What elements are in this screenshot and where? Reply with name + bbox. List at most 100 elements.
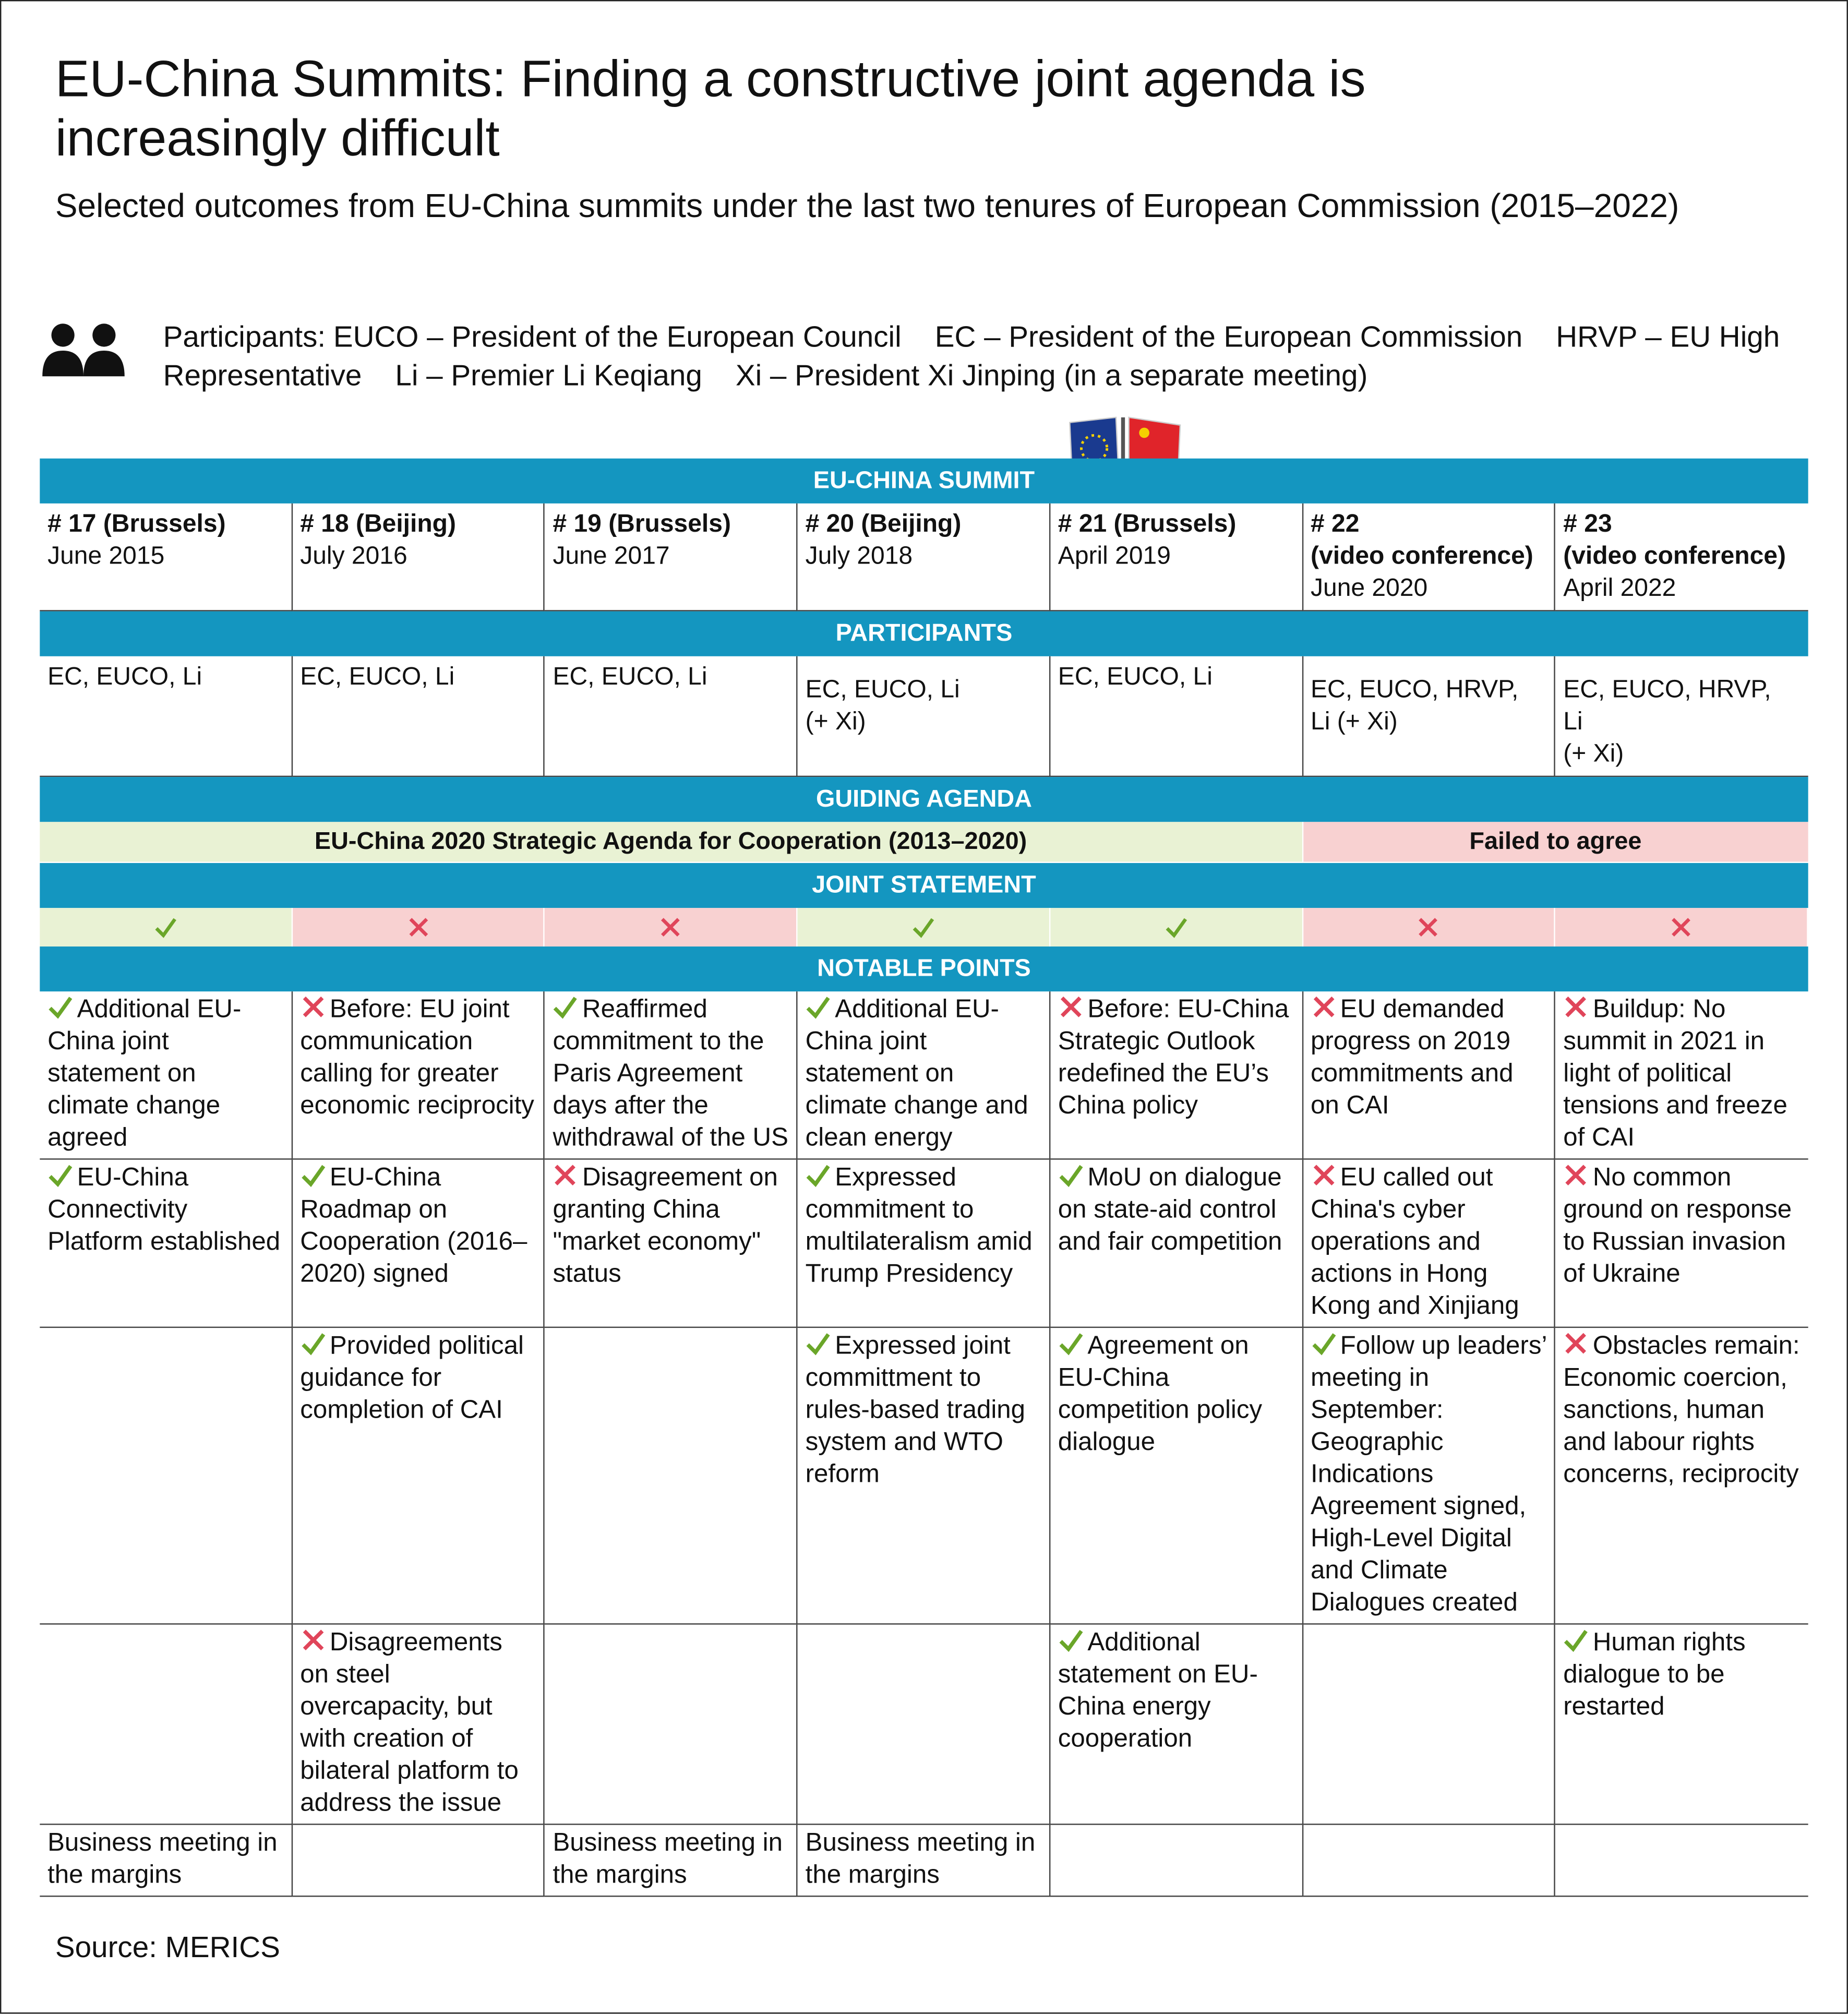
check-icon xyxy=(1564,1629,1588,1652)
section-bar: EU-CHINA SUMMIT xyxy=(40,458,1808,504)
check-icon xyxy=(1165,918,1187,938)
notable-cell: No common ground on response to Russian … xyxy=(1555,1160,1808,1328)
summit-number: # 20 (Beijing) xyxy=(805,510,962,538)
notable-cell: Agreement on EU-China competition policy… xyxy=(1050,1328,1303,1625)
notable-cell: Additional EU-China joint statement on c… xyxy=(797,991,1051,1160)
notable-cell: Additional statement on EU-China energy … xyxy=(1050,1624,1303,1825)
joint-statement-cell xyxy=(1555,908,1808,947)
summit-cell: # 21 (Brussels) April 2019 xyxy=(1050,503,1303,612)
legend-item: Li – Premier Li Keqiang xyxy=(395,358,702,392)
notable-cell: Expressed commitment to multilateralism … xyxy=(797,1159,1051,1328)
cross-icon xyxy=(1565,996,1587,1017)
notable-text: EU demanded progress on 2019 commitments… xyxy=(1311,995,1514,1120)
cross-icon xyxy=(303,996,323,1017)
section-bar: GUIDING AGENDA xyxy=(40,777,1808,822)
notable-text: Additional EU-China joint statement on c… xyxy=(47,995,242,1152)
notable-cell: Buildup: No summit in 2021 in light of p… xyxy=(1555,991,1808,1160)
legend-item: Xi – President Xi Jinping (in a separate… xyxy=(735,358,1368,392)
cross-icon xyxy=(555,1165,576,1186)
notable-cell: EU-China Connectivity Platform establish… xyxy=(40,1159,293,1328)
notable-text: Disagreement on granting China "market e… xyxy=(553,1164,778,1288)
notable-text: Additional EU-China joint statement on c… xyxy=(805,995,1028,1152)
summit-cell: # 22 (video conference) June 2020 xyxy=(1303,503,1556,612)
notable-cell xyxy=(40,1328,293,1625)
notable-cell xyxy=(40,1624,293,1825)
source: Source: MERICS xyxy=(55,1930,280,1964)
notable-cell xyxy=(1303,1624,1556,1825)
notable-cell: Business meeting in the margins xyxy=(797,1825,1051,1897)
participants-cell: EC, EUCO, Li xyxy=(1050,656,1303,777)
cross-icon xyxy=(1672,918,1691,937)
summit-table: EU-CHINA SUMMIT # 17 (Brussels) June 2015 #… xyxy=(40,458,1808,1897)
notable-text: Additional statement on EU-China energy … xyxy=(1058,1628,1258,1753)
summit-number: # 21 (Brussels) xyxy=(1058,510,1237,538)
cross-icon xyxy=(409,918,428,937)
notable-text: Provided political guidance for completi… xyxy=(300,1332,524,1424)
notable-cell xyxy=(1303,1825,1556,1897)
notable-cell: Provided political guidance for completi… xyxy=(292,1328,545,1625)
notable-text: Disagreements on steel overcapacity, but… xyxy=(300,1628,519,1817)
participants-cell: EC, EUCO, Li xyxy=(545,656,798,777)
cross-icon xyxy=(1060,996,1082,1017)
notable-text: Business meeting in the margins xyxy=(805,1829,1036,1889)
notable-cell: Disagreements on steel overcapacity, but… xyxy=(292,1624,545,1825)
check-icon xyxy=(913,918,934,938)
joint-statement-cell xyxy=(1303,908,1556,947)
summit-date: June 2020 xyxy=(1311,574,1428,603)
check-icon xyxy=(806,1333,830,1356)
summit-cell: # 23 (video conference) April 2022 xyxy=(1555,504,1808,612)
notable-text: Agreement on EU-China competition policy… xyxy=(1058,1332,1263,1457)
notable-text: Buildup: No summit in 2021 in light of p… xyxy=(1563,995,1787,1152)
participants-cell: EC, EUCO, Li xyxy=(40,656,293,777)
joint-statement-cell xyxy=(797,908,1051,947)
summit-cell: # 17 (Brussels) June 2015 xyxy=(40,503,293,612)
summit-number: # 18 (Beijing) xyxy=(300,510,456,538)
section-bar: PARTICIPANTS xyxy=(40,611,1808,656)
notable-text: Expressed joint committment to rules-bas… xyxy=(805,1332,1026,1489)
cross-icon xyxy=(1565,1333,1587,1354)
check-icon xyxy=(1312,1333,1336,1356)
notable-text: EU-China Roadmap on Cooperation (2016–20… xyxy=(300,1164,527,1288)
notable-cell: EU called out China's cyber operations a… xyxy=(1303,1159,1556,1328)
check-icon xyxy=(301,1333,325,1356)
cross-icon xyxy=(1565,1165,1587,1186)
check-icon xyxy=(1059,1629,1083,1652)
check-icon xyxy=(49,1165,73,1188)
notable-text: Expressed commitment to multilateralism … xyxy=(805,1164,1033,1288)
summit-date: June 2017 xyxy=(553,542,670,570)
summit-number: # 22 (video conference) xyxy=(1311,510,1533,570)
cross-icon xyxy=(303,1629,323,1651)
summit-date: June 2015 xyxy=(47,542,165,570)
notable-text: Business meeting in the margins xyxy=(47,1829,278,1889)
check-icon xyxy=(49,997,73,1019)
notable-text: Before: EU joint communication calling f… xyxy=(300,995,534,1120)
joint-statement-cell xyxy=(292,908,545,947)
joint-statement-cell xyxy=(1050,908,1303,947)
legend-item: EUCO – President of the European Council xyxy=(333,319,902,353)
summit-number: # 19 (Brussels) xyxy=(553,510,731,538)
notable-text: EU called out China's cyber operations a… xyxy=(1311,1164,1519,1321)
notable-text: EU-China Connectivity Platform establish… xyxy=(47,1164,281,1256)
people-icon xyxy=(42,323,125,377)
agenda-cell: EU-China 2020 Strategic Agenda for Coope… xyxy=(40,822,1303,864)
summit-cell: # 20 (Beijing) July 2018 xyxy=(797,503,1051,612)
agenda-cell: Failed to agree xyxy=(1303,822,1808,864)
notable-text: Human rights dialogue to be restarted xyxy=(1563,1628,1746,1721)
summit-date: July 2016 xyxy=(300,542,407,570)
notable-text: Before: EU-China Strategic Outlook redef… xyxy=(1058,995,1289,1120)
check-icon xyxy=(1059,1165,1083,1188)
check-icon xyxy=(155,918,176,938)
summit-cell: # 19 (Brussels) June 2017 xyxy=(545,503,798,612)
notable-cell: Before: EU joint communication calling f… xyxy=(292,991,545,1160)
participants-cell: EC, EUCO, HRVP, Li (+ Xi) xyxy=(1555,656,1808,777)
notable-cell xyxy=(292,1825,545,1897)
notable-cell xyxy=(1555,1825,1808,1897)
notable-cell: Follow up leaders’ meeting in September:… xyxy=(1303,1328,1556,1625)
participants-cell: EC, EUCO, HRVP, Li (+ Xi) xyxy=(1303,656,1556,777)
summit-cell: # 18 (Beijing) July 2016 xyxy=(292,503,545,612)
notable-cell: Reaffirmed commitment to the Paris Agree… xyxy=(545,991,798,1160)
title: EU-China Summits: Finding a constructive… xyxy=(55,51,1366,167)
section-bar: NOTABLE POINTS xyxy=(40,946,1808,992)
cross-icon xyxy=(1313,1165,1334,1186)
